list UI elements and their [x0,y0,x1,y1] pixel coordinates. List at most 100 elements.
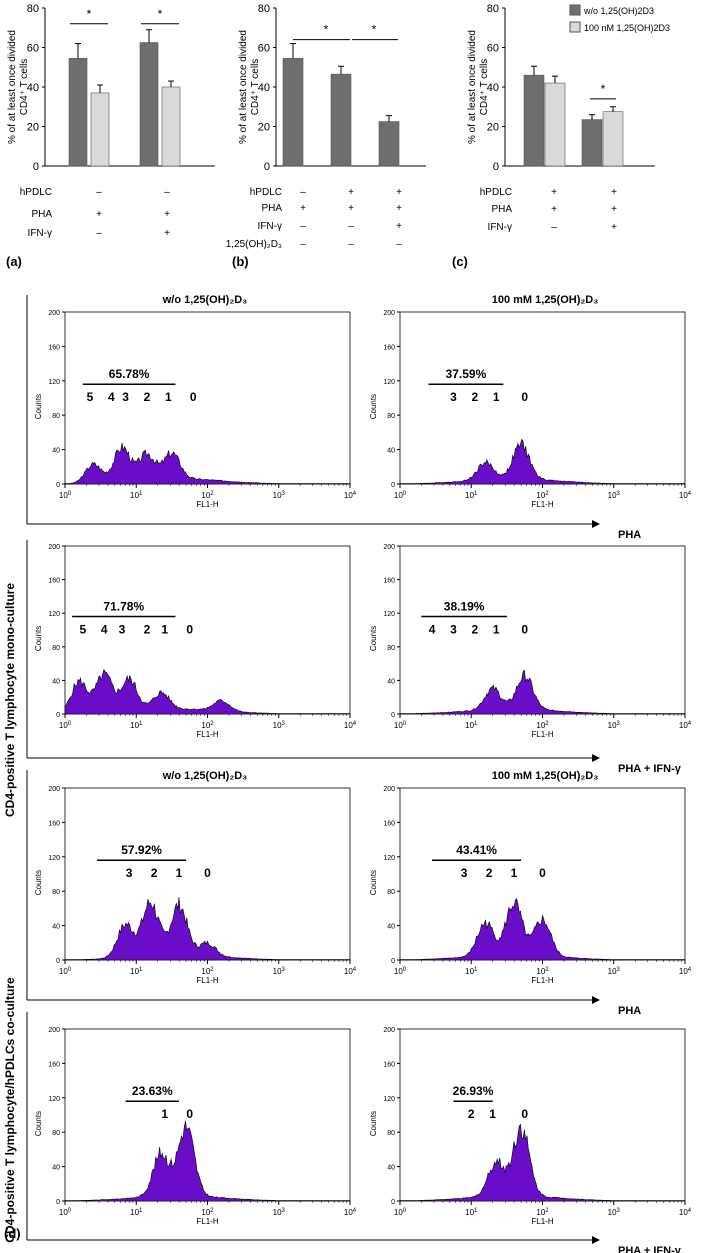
y-tick-label: 80 [52,413,60,420]
x-tick-label: 102 [201,1208,214,1217]
x-tick-label: 100 [394,967,407,976]
y-tick-label: 200 [383,544,395,551]
division-number-label: 2 [471,623,478,637]
y-tick-label: 160 [48,1061,60,1068]
condition-row-label: PHA [261,203,282,214]
x-tick-label: 100 [394,1208,407,1217]
condition-sign: + [396,187,402,198]
section-label-mono: CD4-positive T lymphocyte mono-culture [3,583,17,817]
arrow-head [592,520,600,528]
y-tick-label: 40 [487,82,499,94]
division-number-label: 2 [471,390,478,404]
x-tick-label: 104 [679,967,692,976]
y-tick-label: 160 [383,1061,395,1068]
condition-row-label: hPDLC [20,187,52,198]
panel-letter: (b) [232,254,249,269]
divided-percent-label: 57.92% [121,843,162,857]
division-number-label: 0 [539,866,546,880]
condition-sign: – [300,239,306,250]
y-tick-label: 40 [387,448,395,455]
x-tick-label: 102 [536,491,549,500]
x-tick-label: 104 [679,721,692,730]
y-tick-label: 120 [383,855,395,862]
division-number-label: 4 [429,623,436,637]
x-tick-label: 101 [465,1208,478,1217]
histogram-area [64,668,351,715]
x-tick-label: 100 [59,1208,72,1217]
arrow-label: PHA [618,1005,641,1017]
division-number-label: 0 [186,623,193,637]
y-tick-label: 40 [387,924,395,931]
condition-sign: + [611,187,617,198]
divided-percent-label: 43.41% [456,843,497,857]
condition-sign: + [300,203,306,214]
bar [282,58,304,167]
condition-sign: + [348,187,354,198]
x-tick-label: 102 [201,491,214,500]
legend-swatch [569,21,581,33]
arrow-head [592,996,600,1004]
significance-star: * [372,23,377,37]
y-tick-label: 160 [383,820,395,827]
histogram-frame [399,1028,686,1202]
y-tick-label: 0 [391,712,395,719]
division-number-label: 5 [79,623,86,637]
y-tick-label: 120 [383,611,395,618]
y-tick-label: 0 [56,1199,60,1206]
y-tick-label: 80 [387,1130,395,1137]
division-number-label: 0 [186,1107,193,1121]
y-axis-label: Counts [34,1111,43,1136]
histogram-frame [399,545,686,715]
x-tick-label: 100 [59,721,72,730]
y-tick-label: 40 [52,1165,60,1172]
y-tick-label: 0 [391,1199,395,1206]
y-tick-label: 200 [383,786,395,793]
y-axis-label: Counts [34,394,43,419]
y-tick-label: 160 [383,344,395,351]
y-axis-label: Counts [34,870,43,895]
condition-row-label: hPDLC [480,187,512,198]
y-tick-label: 80 [387,413,395,420]
y-axis-label: Counts [369,1111,378,1136]
y-tick-label: 120 [383,379,395,386]
division-number-label: 0 [190,390,197,404]
x-axis-label: FL1-H [531,976,553,985]
division-number-label: 0 [521,390,528,404]
x-tick-label: 101 [465,491,478,500]
division-number-label: 2 [144,623,151,637]
division-number-label: 0 [204,866,211,880]
y-tick-label: 160 [383,578,395,585]
condition-sign: + [164,209,170,220]
condition-sign: – [348,239,354,250]
y-tick-label: 0 [391,958,395,965]
significance-star: * [87,7,92,21]
division-number-label: 4 [108,390,115,404]
condition-sign: + [396,221,402,232]
arrow-head [592,1236,600,1244]
x-tick-label: 100 [394,721,407,730]
bar [602,111,624,167]
bar [523,74,545,167]
arrow-label: PHA + IFN-γ [618,1245,682,1253]
x-tick-label: 104 [344,967,357,976]
x-axis-label: FL1-H [196,500,218,509]
condition-sign: – [300,187,306,198]
y-tick-label: 120 [48,855,60,862]
histogram-area [64,1120,351,1202]
x-tick-label: 101 [465,721,478,730]
y-tick-label: 60 [27,43,39,55]
arrow-label: PHA [618,529,641,541]
division-number-label: 2 [486,866,493,880]
y-tick-label: 80 [52,645,60,652]
condition-sign: – [164,187,170,198]
condition-sign: – [96,187,102,198]
y-tick-label: 120 [383,1096,395,1103]
y-tick-label: 80 [487,3,499,15]
bar [330,73,352,167]
y-tick-label: 40 [52,448,60,455]
bar [378,121,400,167]
x-axis-label: FL1-H [531,730,553,739]
y-tick-label: 40 [387,678,395,685]
divided-percent-label: 23.63% [132,1084,173,1098]
divided-percent-label: 37.59% [446,367,487,381]
